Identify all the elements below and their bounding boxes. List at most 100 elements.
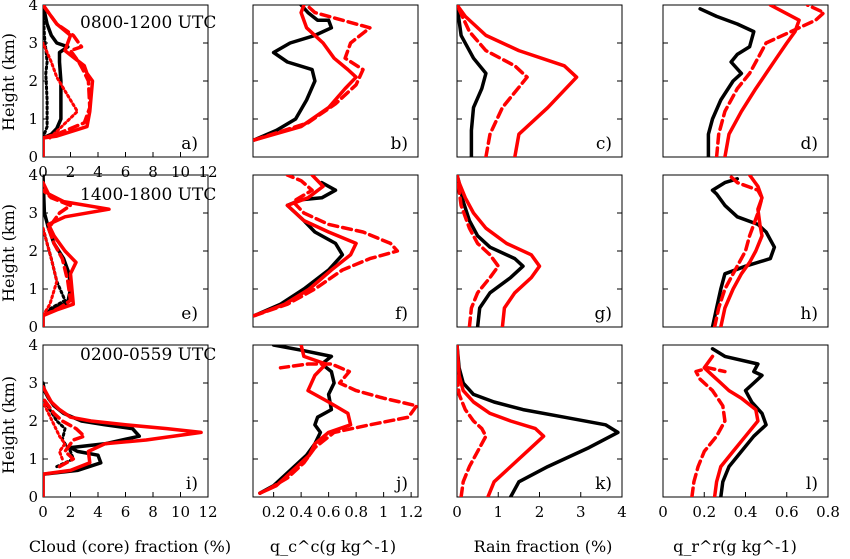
- y-tick-label: 2: [28, 242, 38, 260]
- x-tick-label: 4: [93, 163, 103, 181]
- x-tick-label: 2: [66, 163, 76, 181]
- panel-d: d): [662, 4, 829, 158]
- series-group: [43, 5, 95, 157]
- panel-frame: [662, 344, 829, 498]
- series-group: [457, 345, 620, 497]
- x-tick-label: 0: [38, 503, 48, 521]
- series-group: [457, 175, 542, 327]
- x-tick-label: 1: [379, 503, 389, 521]
- x-tick-label: 0.8: [344, 503, 368, 521]
- series-line-red-dashed: [43, 188, 73, 318]
- series-group: [43, 381, 203, 497]
- series-line-red-solid: [43, 385, 203, 497]
- y-tick-label: 0: [28, 148, 38, 166]
- panel-l: 0 0.2 0.4 0.6 0.8 l): [658, 344, 840, 521]
- row-title-3: 0200-0559 UTC: [80, 345, 216, 365]
- series-line-red-dashed: [253, 5, 372, 142]
- series-line-black-solid: [43, 381, 142, 497]
- x-tick-label: 12: [198, 503, 217, 521]
- panel-letter: l): [806, 474, 818, 494]
- series-line-red-solid: [719, 175, 764, 327]
- y-tick-label: 4: [28, 166, 38, 184]
- y-tick-label: 3: [28, 374, 38, 392]
- panel-letter: d): [800, 134, 818, 154]
- series-line-red-dashed: [690, 366, 727, 497]
- x-tick-label: 0: [658, 503, 668, 521]
- y-axis-label-row-1: Height (km): [0, 33, 18, 131]
- x-tick-label: 6: [121, 503, 131, 521]
- panel-letter: g): [594, 304, 612, 324]
- x-tick-label: 0.2: [692, 503, 716, 521]
- x-tick-label: 6: [121, 163, 131, 181]
- y-tick-label: 2: [28, 412, 38, 430]
- x-tick-label: 0.2: [262, 503, 286, 521]
- panel-frame: [42, 344, 209, 498]
- x-axis-label-qrr-text: q_r^r(g kg^-1): [673, 537, 797, 556]
- x-tick-label: 0.4: [289, 503, 313, 521]
- x-tick-label: 10: [171, 163, 190, 181]
- panel-g: g): [456, 174, 623, 328]
- y-tick-label: 1: [28, 280, 38, 298]
- series-line-black-solid: [457, 175, 525, 327]
- x-tick-label: 8: [148, 503, 158, 521]
- series-group: [43, 175, 111, 327]
- x-axis-label-qrr: q_r^r(g kg^-1): [673, 537, 797, 556]
- series-line-red-solid: [723, 5, 801, 157]
- x-tick-label: 0.4: [734, 503, 758, 521]
- series-line-red-solid: [457, 345, 546, 497]
- series-line-red-dashed: [714, 5, 826, 157]
- panel-h: h): [662, 174, 829, 328]
- series-line-red-solid: [258, 345, 353, 495]
- y-tick-label: 1: [28, 110, 38, 128]
- series-line-red-solid: [43, 5, 95, 157]
- series-line-red-dashed: [457, 175, 501, 327]
- series-group: [253, 175, 400, 318]
- y-tick-label: 2: [28, 72, 38, 90]
- x-axis-label-cloud-fraction: Cloud (core) fraction (%): [29, 537, 231, 556]
- panel-letter: e): [181, 304, 198, 324]
- series-line-black-solid: [258, 345, 336, 495]
- series-line-black-solid: [457, 5, 488, 157]
- x-tick-label: 0.6: [317, 503, 341, 521]
- x-axis-label-qcc: q_c^c(g kg^-1): [270, 537, 396, 556]
- series-line-red-dashed: [457, 5, 529, 157]
- series-group: [690, 347, 768, 497]
- panel-f: f): [252, 174, 419, 328]
- series-group: [258, 345, 418, 495]
- panel-e: 0 1 2 3 4 e): [28, 166, 209, 336]
- series-line-red-dotted: [43, 226, 59, 318]
- series-line-red-solid: [702, 354, 760, 497]
- panel-letter: j): [394, 474, 408, 494]
- x-tick-label: 0.6: [775, 503, 799, 521]
- x-tick-label: 4: [617, 503, 627, 521]
- x-axis-label-qcc-text: q_c^c(g kg^-1): [270, 537, 396, 556]
- x-tick-label: 0: [452, 503, 462, 521]
- series-group: [710, 175, 777, 327]
- series-line-red-solid: [253, 175, 358, 318]
- series-line-red-dashed: [253, 175, 400, 318]
- panel-letter: h): [800, 304, 818, 324]
- panel-letter: f): [395, 304, 408, 324]
- series-line-red-dashed: [43, 5, 92, 140]
- series-line-black-solid: [253, 5, 334, 142]
- series-line-red-dotted: [43, 41, 79, 140]
- panel-c: c): [456, 4, 623, 158]
- series-group: [457, 5, 579, 157]
- x-tick-label: 10: [171, 503, 190, 521]
- y-axis-label-row-3: Height (km): [0, 376, 18, 474]
- series-group: [253, 5, 372, 142]
- y-tick-label: 4: [28, 0, 38, 14]
- series-line-red-dashed: [712, 175, 764, 327]
- y-tick-label: 3: [28, 204, 38, 222]
- y-tick-label: 0: [28, 318, 38, 336]
- x-tick-label: 1.2: [399, 503, 423, 521]
- series-line-black-solid: [698, 7, 756, 157]
- x-tick-label: 2: [535, 503, 545, 521]
- series-line-red-solid: [457, 5, 579, 157]
- series-line-red-dashed: [457, 373, 488, 497]
- x-tick-label: 0: [38, 163, 48, 181]
- y-tick-label: 0: [28, 488, 38, 506]
- series-line-red-solid: [457, 175, 542, 327]
- panel-letter: b): [390, 134, 408, 154]
